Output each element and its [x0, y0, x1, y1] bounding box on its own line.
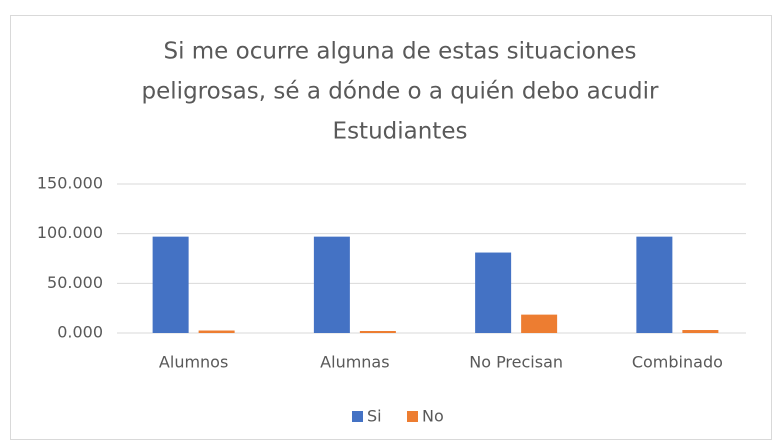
- bar: [152, 236, 189, 333]
- bar: [636, 236, 673, 333]
- chart-subtitle: Estudiantes: [333, 119, 468, 145]
- bar: [682, 330, 719, 333]
- legend-label: No: [422, 407, 444, 426]
- y-tick-label: 100.000: [37, 223, 103, 242]
- y-tick-label: 0.000: [57, 323, 103, 342]
- chart-title: peligrosas, sé a dónde o a quién debo ac…: [142, 79, 659, 105]
- bar: [313, 236, 350, 333]
- bar: [198, 330, 235, 333]
- x-tick-label: No Precisan: [469, 353, 563, 372]
- bar: [521, 314, 558, 333]
- y-tick-label: 150.000: [37, 174, 103, 193]
- legend-label: Si: [367, 407, 382, 426]
- chart-area: [10, 15, 772, 440]
- legend-swatch: [352, 411, 363, 422]
- x-tick-label: Alumnas: [320, 353, 389, 372]
- y-tick-label: 50.000: [47, 273, 103, 292]
- bar: [475, 252, 512, 333]
- bar: [359, 331, 396, 333]
- chart-title: Si me ocurre alguna de estas situaciones: [163, 39, 636, 65]
- x-tick-label: Alumnos: [159, 353, 228, 372]
- x-tick-label: Combinado: [632, 353, 723, 372]
- legend-swatch: [407, 411, 418, 422]
